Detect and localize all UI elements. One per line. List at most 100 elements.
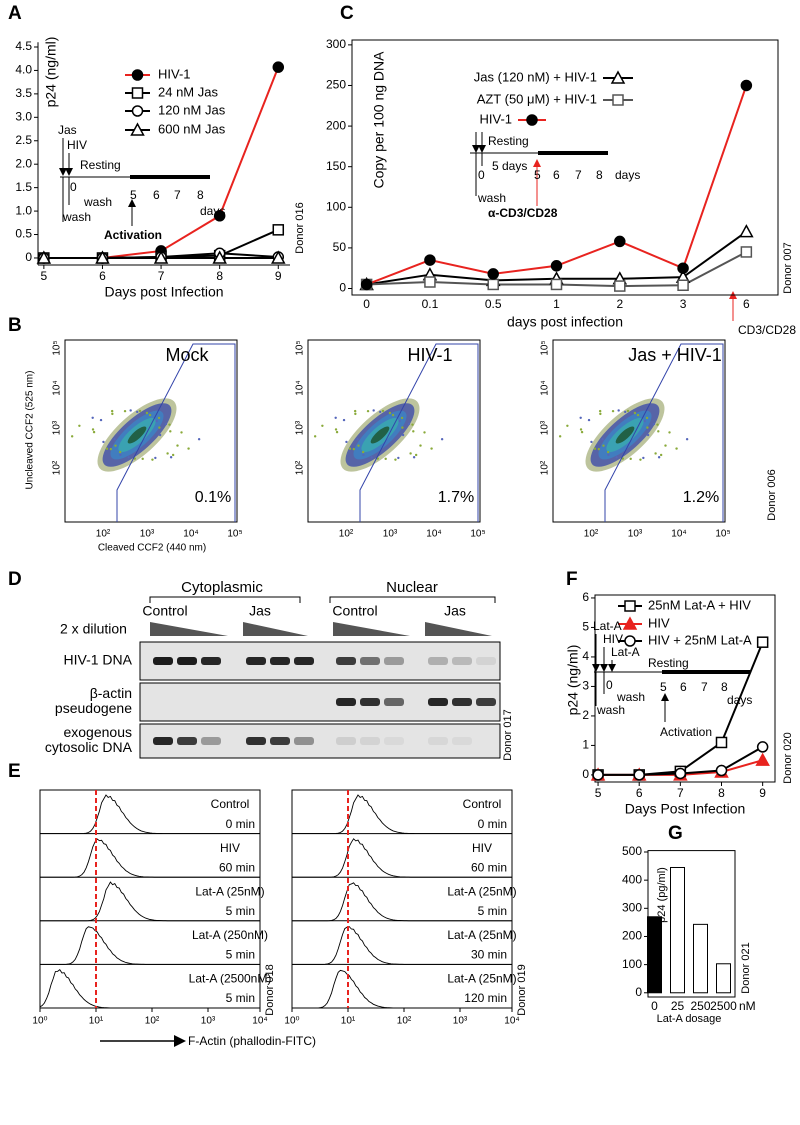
series-line [366,85,748,286]
side-label: Donor 017 [502,709,514,760]
gel-band [246,657,266,665]
gel-band [360,698,380,706]
flow-event [566,424,569,427]
legend-label: HIV [648,615,670,630]
y-tick-label: 10⁵ [295,340,306,355]
flow-title: Mock [165,345,209,365]
gel-band [428,657,448,665]
flow-frame [64,339,238,523]
data-point [740,79,753,92]
x-tick-label: 10⁴ [426,529,441,540]
legend-marker [130,122,145,136]
side-label: Donor 006 [766,469,778,520]
legend-marker [131,69,144,81]
y-tick-label: 10³ [52,420,63,435]
x-tick-label: 8 [216,269,223,283]
x-tick-label: 6 [743,297,750,311]
annotation: days [200,204,225,218]
flow-frame [552,339,726,523]
y-axis-title: p24 (ng/ml) [565,645,581,716]
dilution-wedge [425,622,492,636]
data-point [424,254,436,266]
data-point [677,279,689,292]
flow-event [587,418,591,422]
hist-time: 5 min [226,991,255,1005]
flow-event [597,447,601,451]
x-tick-label: 250 [690,999,710,1013]
flow-event [105,447,109,450]
hist-time: 60 min [471,860,507,874]
flow-percent: 1.7% [438,489,474,506]
y-tick-label: 1.0 [15,203,32,217]
side-label: Donor 020 [782,732,794,783]
bar [693,923,708,994]
flow-title: Jas + HIV-1 [628,345,722,365]
flow-event [407,422,411,426]
flow-percent: 1.2% [683,489,719,506]
lane-label: Control [332,603,377,619]
flow-event [558,435,562,438]
hist-time: 0 min [226,817,255,831]
flow-title: HIV-1 [407,345,452,365]
annotation: Lat-A [611,645,640,659]
flow-event [356,437,359,441]
y-tick-label: 50 [333,240,347,254]
hist-curve [292,926,512,965]
legend-label: AZT (50 μM) + HIV-1 [477,91,597,106]
annotation: 6 [680,680,687,694]
flow-event [419,444,422,447]
flow-gate [604,343,724,522]
flow-event [636,413,640,417]
gel-band [294,657,314,665]
y-axis-title: Copy per 100 ng DNA [371,51,387,189]
bar [716,963,731,994]
unit-label: nM [739,999,756,1013]
flow-event [352,447,356,451]
lane-label: Jas [444,603,466,619]
schedule-c [470,132,737,321]
x-tick-label: 10² [397,1016,412,1027]
flow-event [388,411,392,415]
flow-event [409,452,412,455]
flow-event [138,409,142,413]
hist-curve [40,794,260,835]
flow-event [353,409,357,413]
flow-event [118,450,122,454]
legend-marker [610,70,626,84]
flow-event [411,423,414,426]
row-label: β-actin [90,685,132,701]
annotation: wash [83,195,112,209]
legend-label: 600 nM Jas [158,121,226,136]
dilution-wedge [333,622,410,636]
annotation: 0 [478,168,485,182]
data-point [272,61,285,73]
annotation: CD3/CD28 [738,323,796,337]
flow-event [354,412,357,416]
hist-label: Lat-A (250nM) [192,928,268,942]
hist-label: HIV [220,841,240,855]
flow-event [602,444,605,447]
flow-event [391,413,395,417]
hist-time: 30 min [471,948,507,962]
row-label: cytosolic DNA [45,739,133,755]
flow-event [412,456,416,459]
flow-event [123,409,127,413]
x-tick-label: 10² [145,1016,160,1027]
flow-event [611,409,615,413]
x-tick-label: 10⁴ [183,529,198,540]
y-tick-label: 0 [25,250,32,264]
y-tick-label: 4 [582,649,589,663]
side-label: Donor 016 [294,202,306,253]
flow-event [606,450,610,454]
data-point [677,262,689,274]
flow-event [685,438,689,441]
y-tick-label: 200 [326,118,346,132]
annotation: wash [616,690,645,704]
legend-label: HIV + 25nM Lat-A [648,632,752,647]
flow-event [668,431,671,434]
panel-label: B [8,315,22,336]
data-point [756,741,769,753]
flow-event [168,423,171,426]
x-axis-title: days post infection [507,314,623,330]
